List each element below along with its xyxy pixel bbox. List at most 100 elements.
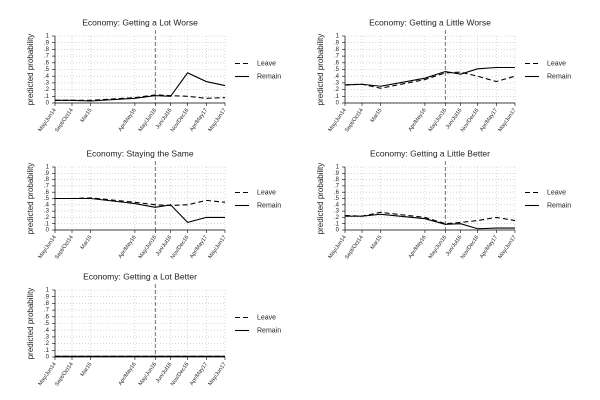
x-tick-label: Mar15	[80, 235, 94, 251]
x-tick-label: May/Jun16	[428, 108, 448, 133]
x-tick-label: May/Jun17	[207, 235, 227, 260]
legend-label: Remain	[257, 73, 281, 80]
y-tick-label: .5	[44, 67, 50, 73]
y-tick-label: .4	[44, 202, 50, 208]
y-tick-label: .9	[334, 171, 340, 177]
series-line	[344, 66, 515, 87]
y-tick-label: .3	[334, 209, 340, 215]
y-tick-label: .3	[44, 80, 50, 86]
y-tick-label: .2	[44, 215, 50, 221]
y-tick-label: .4	[334, 202, 340, 208]
x-tick-label: Mar15	[80, 108, 94, 124]
y-tick-label: .7	[334, 183, 340, 189]
x-tick-label: Mar15	[370, 235, 384, 251]
y-tick-label: 1	[46, 288, 50, 294]
y-tick-label: .8	[44, 177, 50, 183]
y-tick-label: .9	[334, 40, 340, 46]
y-tick-label: .5	[334, 196, 340, 202]
x-tick-label: May/Jun17	[497, 108, 517, 133]
y-tick-label: .1	[44, 348, 50, 354]
y-axis-label: predicted probability	[316, 34, 325, 106]
x-tick-label: Apr/May17	[189, 108, 209, 133]
y-tick-label: .1	[334, 94, 340, 100]
y-tick-label: .8	[334, 47, 340, 53]
panel-title: Economy: Getting a Little Worse	[369, 17, 491, 27]
y-axis-label: predicted probability	[316, 163, 325, 235]
legend-label: Remain	[547, 73, 571, 80]
y-tick-label: .2	[44, 341, 50, 347]
y-axis-label: predicted probability	[26, 34, 35, 106]
y-tick-label: .3	[44, 334, 50, 340]
y-tick-label: 1	[46, 34, 50, 40]
legend-label: Leave	[547, 189, 566, 196]
x-tick-label: Apr/May17	[479, 235, 499, 260]
series-line	[344, 211, 516, 225]
y-tick-label: .7	[44, 183, 50, 189]
series-line	[55, 197, 225, 224]
x-tick-label: Apr/May16	[118, 108, 138, 133]
y-tick-label: .4	[334, 74, 340, 80]
legend-label: Remain	[257, 202, 281, 209]
x-tick-label: May/Jun16	[138, 362, 158, 387]
y-tick-label: .9	[44, 40, 50, 46]
y-tick-label: 0	[336, 228, 340, 234]
y-tick-label: .5	[334, 67, 340, 73]
x-tick-label: May/Jun16	[138, 108, 158, 133]
y-tick-label: 1	[336, 165, 340, 171]
x-tick-label: Apr/May16	[408, 108, 428, 133]
legend-label: Remain	[547, 202, 571, 209]
y-axis-label: predicted probability	[26, 288, 35, 360]
y-tick-label: .3	[334, 80, 340, 86]
x-tick-label: Apr/May16	[118, 362, 138, 387]
y-tick-label: .1	[44, 94, 50, 100]
y-tick-label: 0	[46, 228, 50, 234]
legend-label: Leave	[547, 60, 566, 67]
panel-title: Economy: Getting a Little Better	[370, 148, 490, 158]
y-tick-label: .4	[44, 328, 50, 334]
series-line	[55, 72, 226, 102]
legend-label: Remain	[257, 327, 281, 334]
x-tick-label: May/Jun16	[138, 235, 158, 260]
x-tick-label: Apr/May17	[479, 108, 499, 133]
series-line	[345, 213, 515, 230]
x-tick-label: May/Jun17	[207, 362, 227, 387]
y-tick-label: .7	[334, 54, 340, 60]
y-tick-label: .6	[44, 190, 50, 196]
y-tick-label: .9	[44, 171, 50, 177]
y-tick-label: .8	[44, 301, 50, 307]
x-tick-label: Apr/May17	[189, 235, 209, 260]
y-tick-label: .6	[334, 190, 340, 196]
y-tick-label: 1	[336, 34, 340, 40]
y-tick-label: .5	[44, 321, 50, 327]
x-tick-label: May/Jun17	[497, 235, 517, 260]
x-tick-label: Apr/May16	[118, 235, 138, 260]
y-tick-label: 0	[46, 355, 50, 361]
y-tick-label: 0	[336, 101, 340, 107]
y-axis-label: predicted probability	[26, 163, 35, 235]
y-tick-label: .8	[334, 177, 340, 183]
y-tick-label: 0	[46, 101, 50, 107]
x-tick-label: Mar15	[370, 108, 384, 124]
y-tick-label: .1	[334, 221, 340, 227]
series-line	[344, 71, 516, 89]
x-tick-label: Apr/May17	[189, 362, 209, 387]
series-line	[55, 197, 226, 206]
legend-label: Leave	[257, 189, 276, 196]
y-tick-label: 1	[46, 165, 50, 171]
panel-title: Economy: Getting a Lot Worse	[82, 17, 198, 27]
x-tick-label: Apr/May16	[408, 235, 428, 260]
y-tick-label: .6	[334, 60, 340, 66]
y-tick-label: .7	[44, 54, 50, 60]
y-tick-label: .9	[44, 294, 50, 300]
series-line	[55, 94, 226, 101]
y-tick-label: .4	[44, 74, 50, 80]
y-tick-label: .2	[334, 87, 340, 93]
legend-label: Leave	[257, 314, 276, 321]
y-tick-label: .2	[44, 87, 50, 93]
y-tick-label: .8	[44, 47, 50, 53]
legend-label: Leave	[257, 60, 276, 67]
x-tick-label: May/Jun17	[207, 108, 227, 133]
y-tick-label: .3	[44, 209, 50, 215]
y-tick-label: .6	[44, 60, 50, 66]
